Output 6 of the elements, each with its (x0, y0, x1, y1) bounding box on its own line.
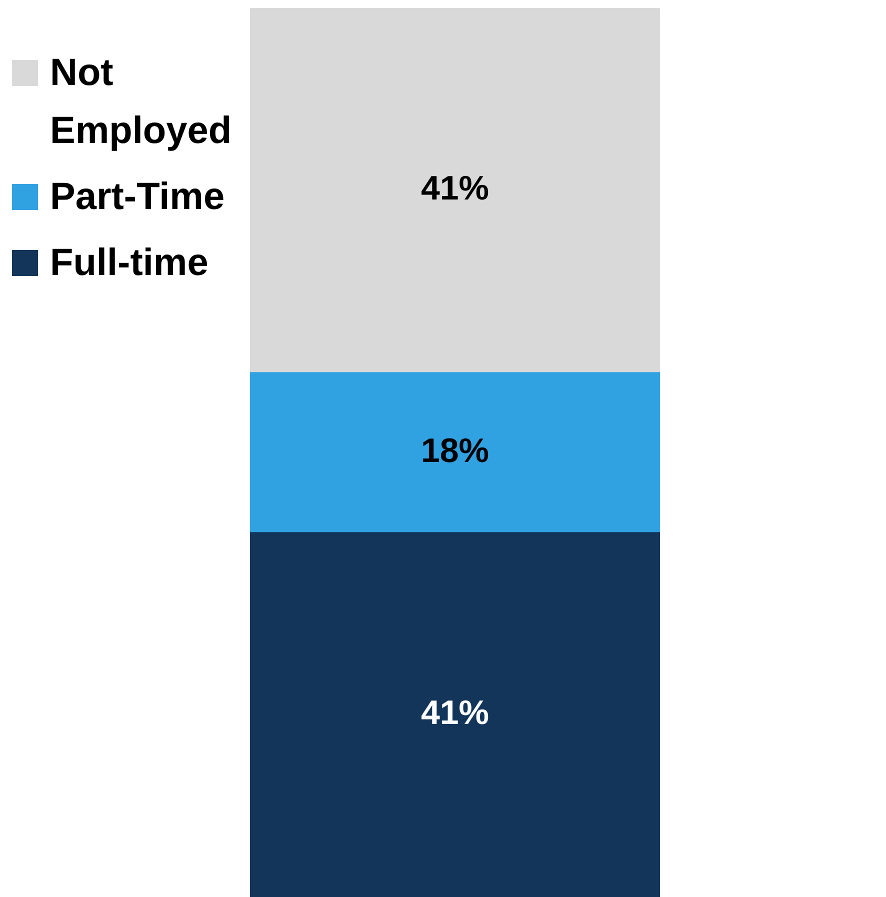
data-label: 41% (420, 170, 490, 208)
data-label: 41% (420, 694, 490, 732)
legend-label: Part-Time (50, 175, 225, 220)
legend-label: Full-time (50, 241, 208, 286)
legend-label: Not Employed (50, 51, 233, 154)
data-label: 18% (420, 432, 490, 470)
